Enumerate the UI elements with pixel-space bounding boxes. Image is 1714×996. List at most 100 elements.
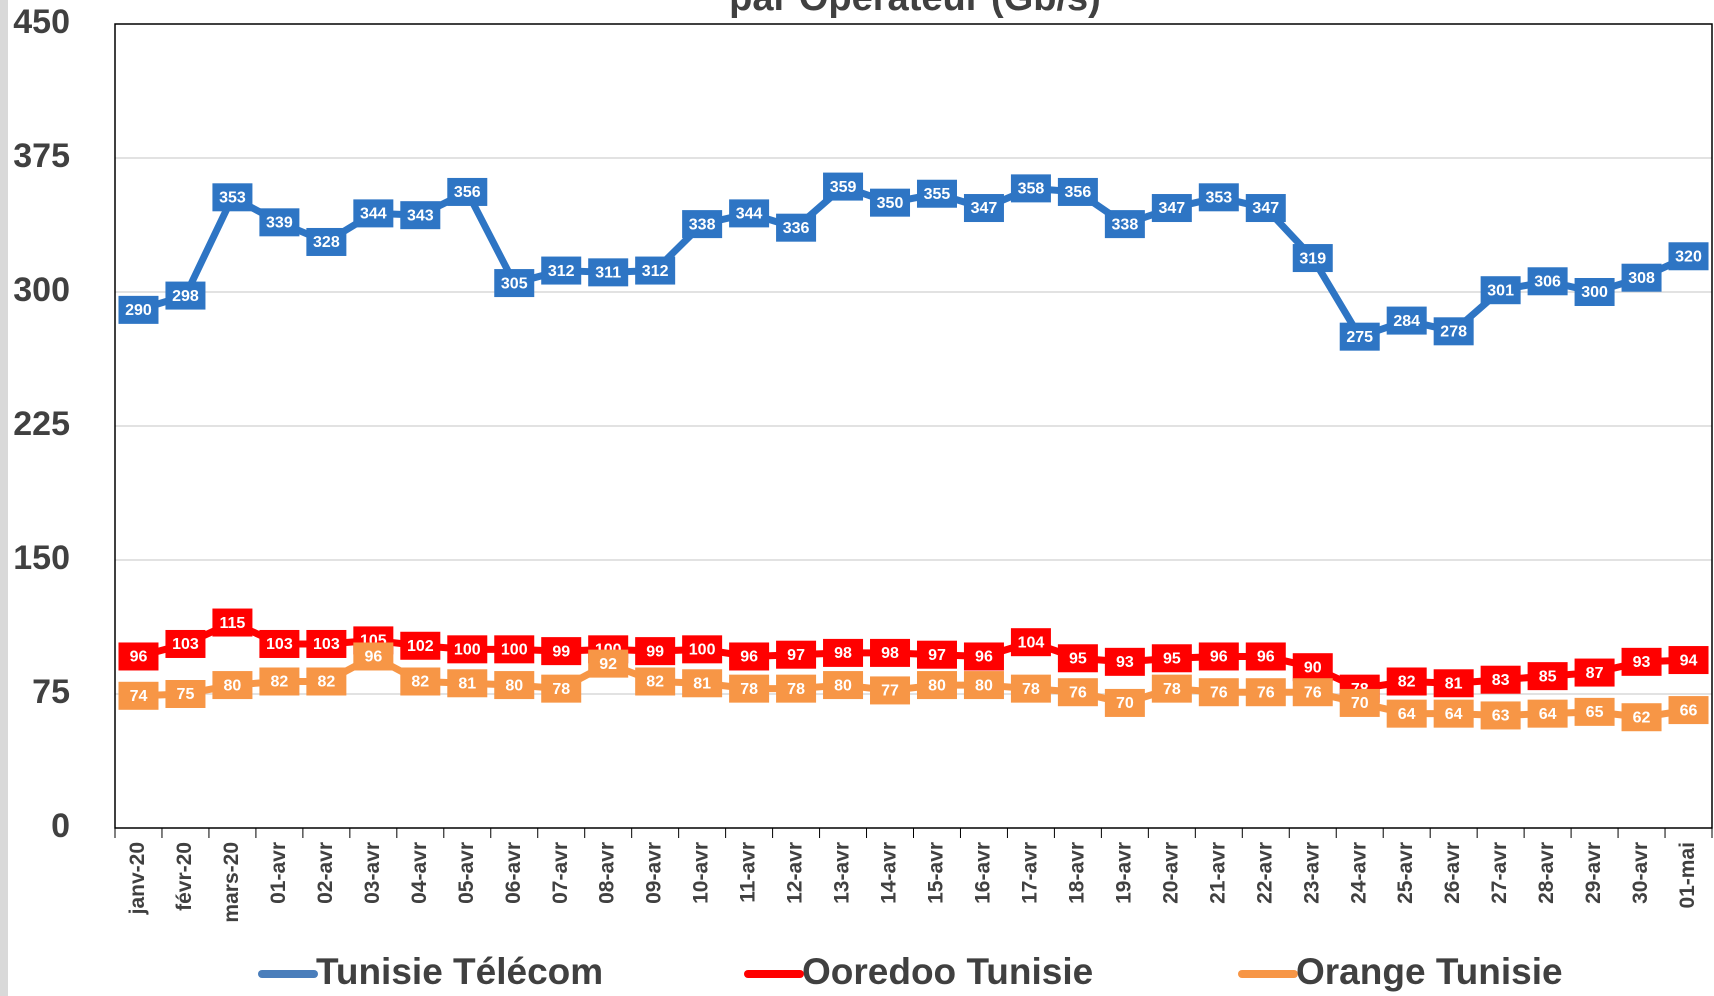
- data-point: [729, 642, 770, 671]
- data-point: [1386, 699, 1427, 728]
- data-point: [1668, 242, 1709, 271]
- x-tick-label: 21-avr: [1206, 842, 1229, 904]
- data-point: [1198, 678, 1239, 707]
- x-tick-label: 16-avr: [972, 842, 995, 904]
- data-label: 102: [407, 638, 434, 655]
- data-label: 98: [834, 645, 852, 662]
- x-tick-label: 09-avr: [643, 842, 666, 904]
- x-tick-label: 23-avr: [1300, 842, 1323, 904]
- y-tick-label: 300: [13, 271, 70, 309]
- data-label: 301: [1487, 282, 1514, 299]
- data-label: 78: [552, 681, 570, 698]
- data-label: 103: [313, 636, 340, 653]
- data-point: [165, 629, 206, 658]
- data-label: 358: [1018, 181, 1045, 198]
- data-point: [1292, 653, 1333, 682]
- data-point: [1057, 678, 1098, 707]
- y-tick-label: 375: [13, 137, 70, 175]
- data-point: [1245, 194, 1286, 223]
- data-point: [870, 638, 911, 667]
- data-point: [823, 638, 864, 667]
- data-point: [776, 213, 817, 242]
- data-label: 96: [130, 649, 148, 666]
- data-point: [1386, 306, 1427, 335]
- data-label: 275: [1346, 329, 1373, 346]
- data-label: 76: [1210, 684, 1228, 701]
- x-tick-label: févr-20: [173, 842, 196, 911]
- legend-label: Orange Tunisie: [1296, 951, 1563, 992]
- data-label: 99: [646, 643, 664, 660]
- data-point: [682, 669, 723, 698]
- data-point: [963, 194, 1004, 223]
- data-label: 80: [928, 677, 946, 694]
- data-label: 81: [458, 675, 476, 692]
- data-point: [823, 172, 864, 201]
- data-point: [541, 637, 582, 666]
- data-label: 311: [595, 265, 621, 282]
- data-point: [259, 629, 300, 658]
- data-label: 82: [1398, 674, 1416, 691]
- x-tick-label: 25-avr: [1394, 842, 1417, 904]
- data-label: 305: [501, 275, 528, 292]
- data-label: 344: [360, 206, 387, 223]
- series-line: [137, 183, 1690, 341]
- data-point: [212, 608, 253, 637]
- data-point: [1245, 642, 1286, 671]
- data-point: [1527, 662, 1568, 691]
- data-point: [494, 269, 535, 298]
- data-label: 104: [1018, 634, 1045, 651]
- data-point: [1339, 322, 1380, 351]
- data-label: 80: [975, 677, 993, 694]
- x-tick-label: 01-avr: [267, 842, 290, 904]
- data-label: 65: [1586, 704, 1604, 721]
- data-label: 99: [552, 643, 570, 660]
- data-label: 312: [548, 263, 575, 280]
- data-label: 90: [1304, 659, 1322, 676]
- x-tick-label: 05-avr: [455, 842, 478, 904]
- data-label: 80: [224, 677, 242, 694]
- data-point: [1433, 669, 1474, 698]
- data-label: 78: [740, 681, 758, 698]
- y-tick-label: 450: [13, 3, 70, 41]
- data-label: 308: [1628, 270, 1655, 287]
- x-tick-label: 02-avr: [314, 842, 337, 904]
- data-point: [1574, 697, 1615, 726]
- data-point: [1527, 267, 1568, 296]
- data-label: 103: [172, 636, 199, 653]
- data-point: [1433, 699, 1474, 728]
- series-line: [138, 652, 1690, 721]
- data-label: 339: [266, 215, 293, 232]
- data-point: [400, 631, 441, 660]
- data-label: 356: [454, 184, 481, 201]
- data-point: [682, 210, 723, 239]
- data-label: 64: [1398, 706, 1416, 723]
- data-label: 319: [1299, 250, 1326, 267]
- data-label: 96: [364, 649, 382, 666]
- data-label: 97: [928, 647, 946, 664]
- data-point: [963, 642, 1004, 671]
- data-point: [1198, 642, 1239, 671]
- y-tick-label: 225: [13, 405, 70, 443]
- data-label: 82: [270, 674, 288, 691]
- data-label: 115: [220, 615, 246, 632]
- data-label: 356: [1065, 184, 1092, 201]
- data-label: 353: [1205, 190, 1232, 207]
- data-point: [588, 258, 629, 287]
- data-label: 96: [740, 649, 758, 666]
- data-label: 320: [1675, 248, 1702, 265]
- data-point: [1386, 667, 1427, 696]
- data-label: 70: [1351, 695, 1369, 712]
- x-tick-label: 26-avr: [1441, 842, 1464, 904]
- x-tick-label: 20-avr: [1159, 842, 1182, 904]
- data-label: 64: [1445, 706, 1463, 723]
- data-point: [635, 637, 676, 666]
- x-tick-label: 03-avr: [361, 842, 384, 904]
- data-label: 338: [1112, 216, 1139, 233]
- data-label: 350: [877, 195, 904, 212]
- x-tick-label: 15-avr: [925, 842, 948, 904]
- data-point: [823, 671, 864, 700]
- left-strip: [0, 0, 8, 996]
- data-point: [1574, 658, 1615, 687]
- x-tick-label: 06-avr: [502, 842, 525, 904]
